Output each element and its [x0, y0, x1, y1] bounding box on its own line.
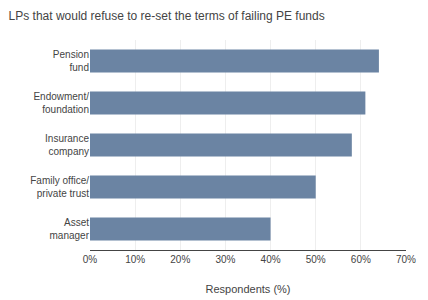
svg-text:40%: 40% [261, 254, 281, 265]
svg-text:Pensionfund: Pensionfund [53, 49, 89, 73]
svg-text:20%: 20% [170, 254, 190, 265]
svg-text:LPs that would refuse to re-se: LPs that would refuse to re-set the term… [9, 9, 325, 23]
svg-text:60%: 60% [351, 254, 371, 265]
svg-text:Family office/private trust: Family office/private trust [30, 175, 89, 199]
svg-text:0%: 0% [83, 254, 98, 265]
svg-text:10%: 10% [125, 254, 145, 265]
svg-text:50%: 50% [306, 254, 326, 265]
svg-text:Endowment/foundation: Endowment/foundation [33, 91, 89, 115]
svg-text:Respondents (%): Respondents (%) [206, 283, 291, 295]
svg-text:Assetmanager: Assetmanager [50, 217, 90, 241]
svg-text:70%: 70% [396, 254, 416, 265]
svg-text:30%: 30% [215, 254, 235, 265]
svg-text:Insurancecompany: Insurancecompany [45, 133, 89, 157]
